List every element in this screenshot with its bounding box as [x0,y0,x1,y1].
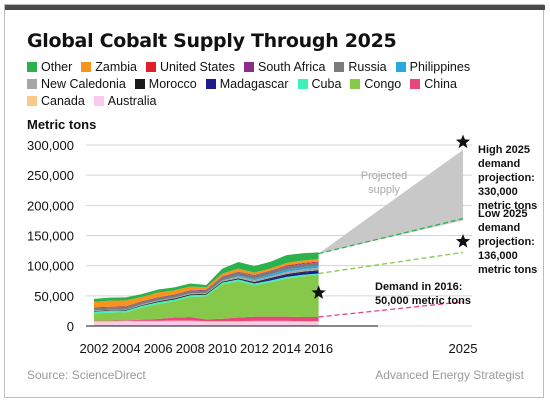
demand-line-high [318,217,464,255]
y-tick-label: 150,000 [27,229,74,244]
y-tick-label: 100,000 [27,259,74,274]
x-tick-label: 2008 [176,341,205,356]
demand-line-low [318,251,464,275]
legend-swatch [244,62,254,72]
legend-item-russia: Russia [334,59,387,76]
legend-label: United States [159,60,235,74]
annotation-text: High 2025 [478,144,530,156]
legend-label: Cuba [311,77,342,91]
legend-label: Congo [364,77,402,91]
legend-label: New Caledonia [41,77,126,91]
annotation-text: projection: [478,172,535,184]
annotation-text: metric tons [478,264,537,276]
legend-label: Madagascar [219,77,289,91]
legend-label: South Africa [258,60,326,74]
y-axis-label: Metric tons [27,117,97,132]
legend-item-united-states: United States [145,59,235,76]
y-tick-label: 300,000 [27,138,74,153]
annotation-text: projection: [478,236,535,248]
annotation-text: 136,000 [478,250,518,262]
legend-item-new-caledonia: New Caledonia [27,76,126,93]
legend-item-china: China [410,76,457,93]
x-tick-label: 2010 [208,341,237,356]
annotation-text: Demand in 2016: [375,281,462,293]
legend-swatch [81,62,92,72]
x-tick-label: 2006 [144,341,173,356]
y-tick-label: 0 [67,319,74,334]
brand-credit: Advanced Energy Strategist [375,368,524,382]
legend-item-south-africa: South Africa [244,59,325,76]
y-tick-label: 50,000 [34,289,74,304]
area-russia [94,262,319,311]
projected-supply-wedge [318,149,463,254]
star-marker [311,285,326,299]
x-tick-label: 2025 [449,341,478,356]
demand-line-2016 [318,301,464,318]
chart-frame [4,4,545,398]
legend-swatch [27,62,37,72]
x-tick-label: 2016 [304,341,333,356]
projected-supply-label-line: supply [368,184,400,196]
top-rule [5,5,545,10]
legend-label: Russia [348,60,387,74]
x-tick-label: 2014 [272,341,301,356]
area-cuba [94,273,319,314]
y-tick-label: 200,000 [27,198,74,213]
source-note: Source: ScienceDirect [27,368,146,382]
legend-swatch [410,79,421,89]
annotation-text: metric tons [478,200,537,212]
annotation-text: 330,000 [478,186,518,198]
area-new-caledonia [94,267,319,311]
chart-title: Global Cobalt Supply Through 2025 [27,30,397,52]
legend-swatch [27,96,37,106]
area-morocco [94,270,319,312]
x-tick-label: 2004 [112,341,141,356]
area-madagascar [94,271,319,312]
legend-label: Canada [41,94,85,108]
star-marker [455,234,471,248]
legend-swatch [350,79,361,89]
x-tick-label: 2002 [80,341,109,356]
legend-item-cuba: Cuba [297,76,342,93]
area-canada [94,320,319,323]
legend-swatch [395,62,406,72]
legend-swatch [145,62,156,72]
legend-item-philippines: Philippines [395,59,471,76]
projected-supply-label-line: Projected [361,170,407,182]
legend-label: Philippines [409,60,471,74]
legend-label: Morocco [148,77,197,91]
legend-item-canada: Canada [27,93,85,110]
legend-label: Other [41,60,73,74]
legend-swatch [297,79,308,89]
legend-swatch [334,62,345,72]
legend-swatch [93,96,104,106]
x-tick-label: 2012 [240,341,269,356]
legend-swatch [134,79,145,89]
legend-label: China [424,77,457,91]
legend-item-madagascar: Madagascar [205,76,289,93]
area-australia [94,321,319,326]
star-marker [455,134,471,149]
annotation-text: 50,000 metric tons [375,295,471,307]
annotation-text: Low 2025 [478,208,528,220]
legend-item-other: Other [27,59,72,76]
annotation-text: demand [478,158,520,170]
legend-label: Australia [107,94,157,108]
legend-swatch [27,79,37,89]
legend-item-morocco: Morocco [134,76,197,93]
legend: Other Zambia United States South Africa Russ… [27,59,527,110]
area-china [94,316,319,322]
annotation-text: demand [478,222,520,234]
area-zambia [94,259,319,308]
legend-item-australia: Australia [93,93,157,110]
y-tick-label: 250,000 [27,168,74,183]
area-congo [94,274,319,321]
legend-swatch [205,79,216,89]
area-philippines [94,265,319,311]
legend-item-zambia: Zambia [81,59,137,76]
area-other [94,252,319,302]
legend-item-congo: Congo [350,76,401,93]
legend-label: Zambia [95,60,137,74]
